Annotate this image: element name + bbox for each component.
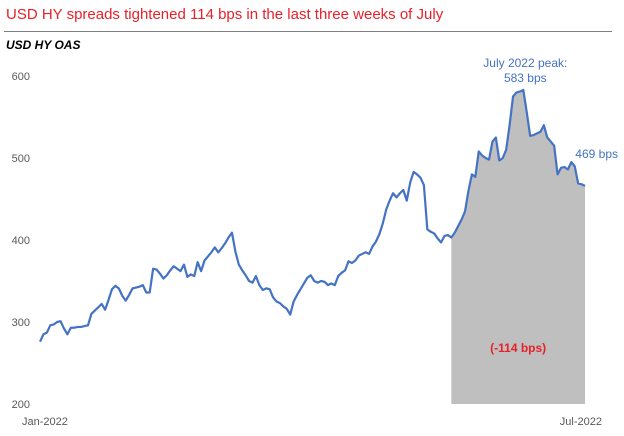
y-tick-label: 500 xyxy=(12,153,30,165)
chart-title: USD HY spreads tightened 114 bps in the … xyxy=(6,6,444,23)
title-divider xyxy=(4,31,612,32)
peak-annotation-line2: 583 bps xyxy=(504,71,547,85)
chart-subtitle: USD HY OAS xyxy=(6,38,81,52)
change-annotation: (-114 bps) xyxy=(490,341,546,355)
x-tick-label-end: Jul-2022 xyxy=(560,416,602,428)
series-line-usd-hy-oas xyxy=(39,88,586,343)
y-tick-label: 300 xyxy=(12,317,30,329)
shaded-region xyxy=(451,89,585,404)
y-tick-label: 200 xyxy=(12,399,30,411)
y-tick-label: 600 xyxy=(12,71,30,83)
y-tick-label: 400 xyxy=(12,235,30,247)
peak-annotation-line1: July 2022 peak: xyxy=(483,56,567,70)
x-tick-label-start: Jan-2022 xyxy=(22,416,68,428)
y-axis: 200 300 400 500 600 xyxy=(12,71,30,411)
end-value-annotation: 469 bps xyxy=(575,147,618,161)
